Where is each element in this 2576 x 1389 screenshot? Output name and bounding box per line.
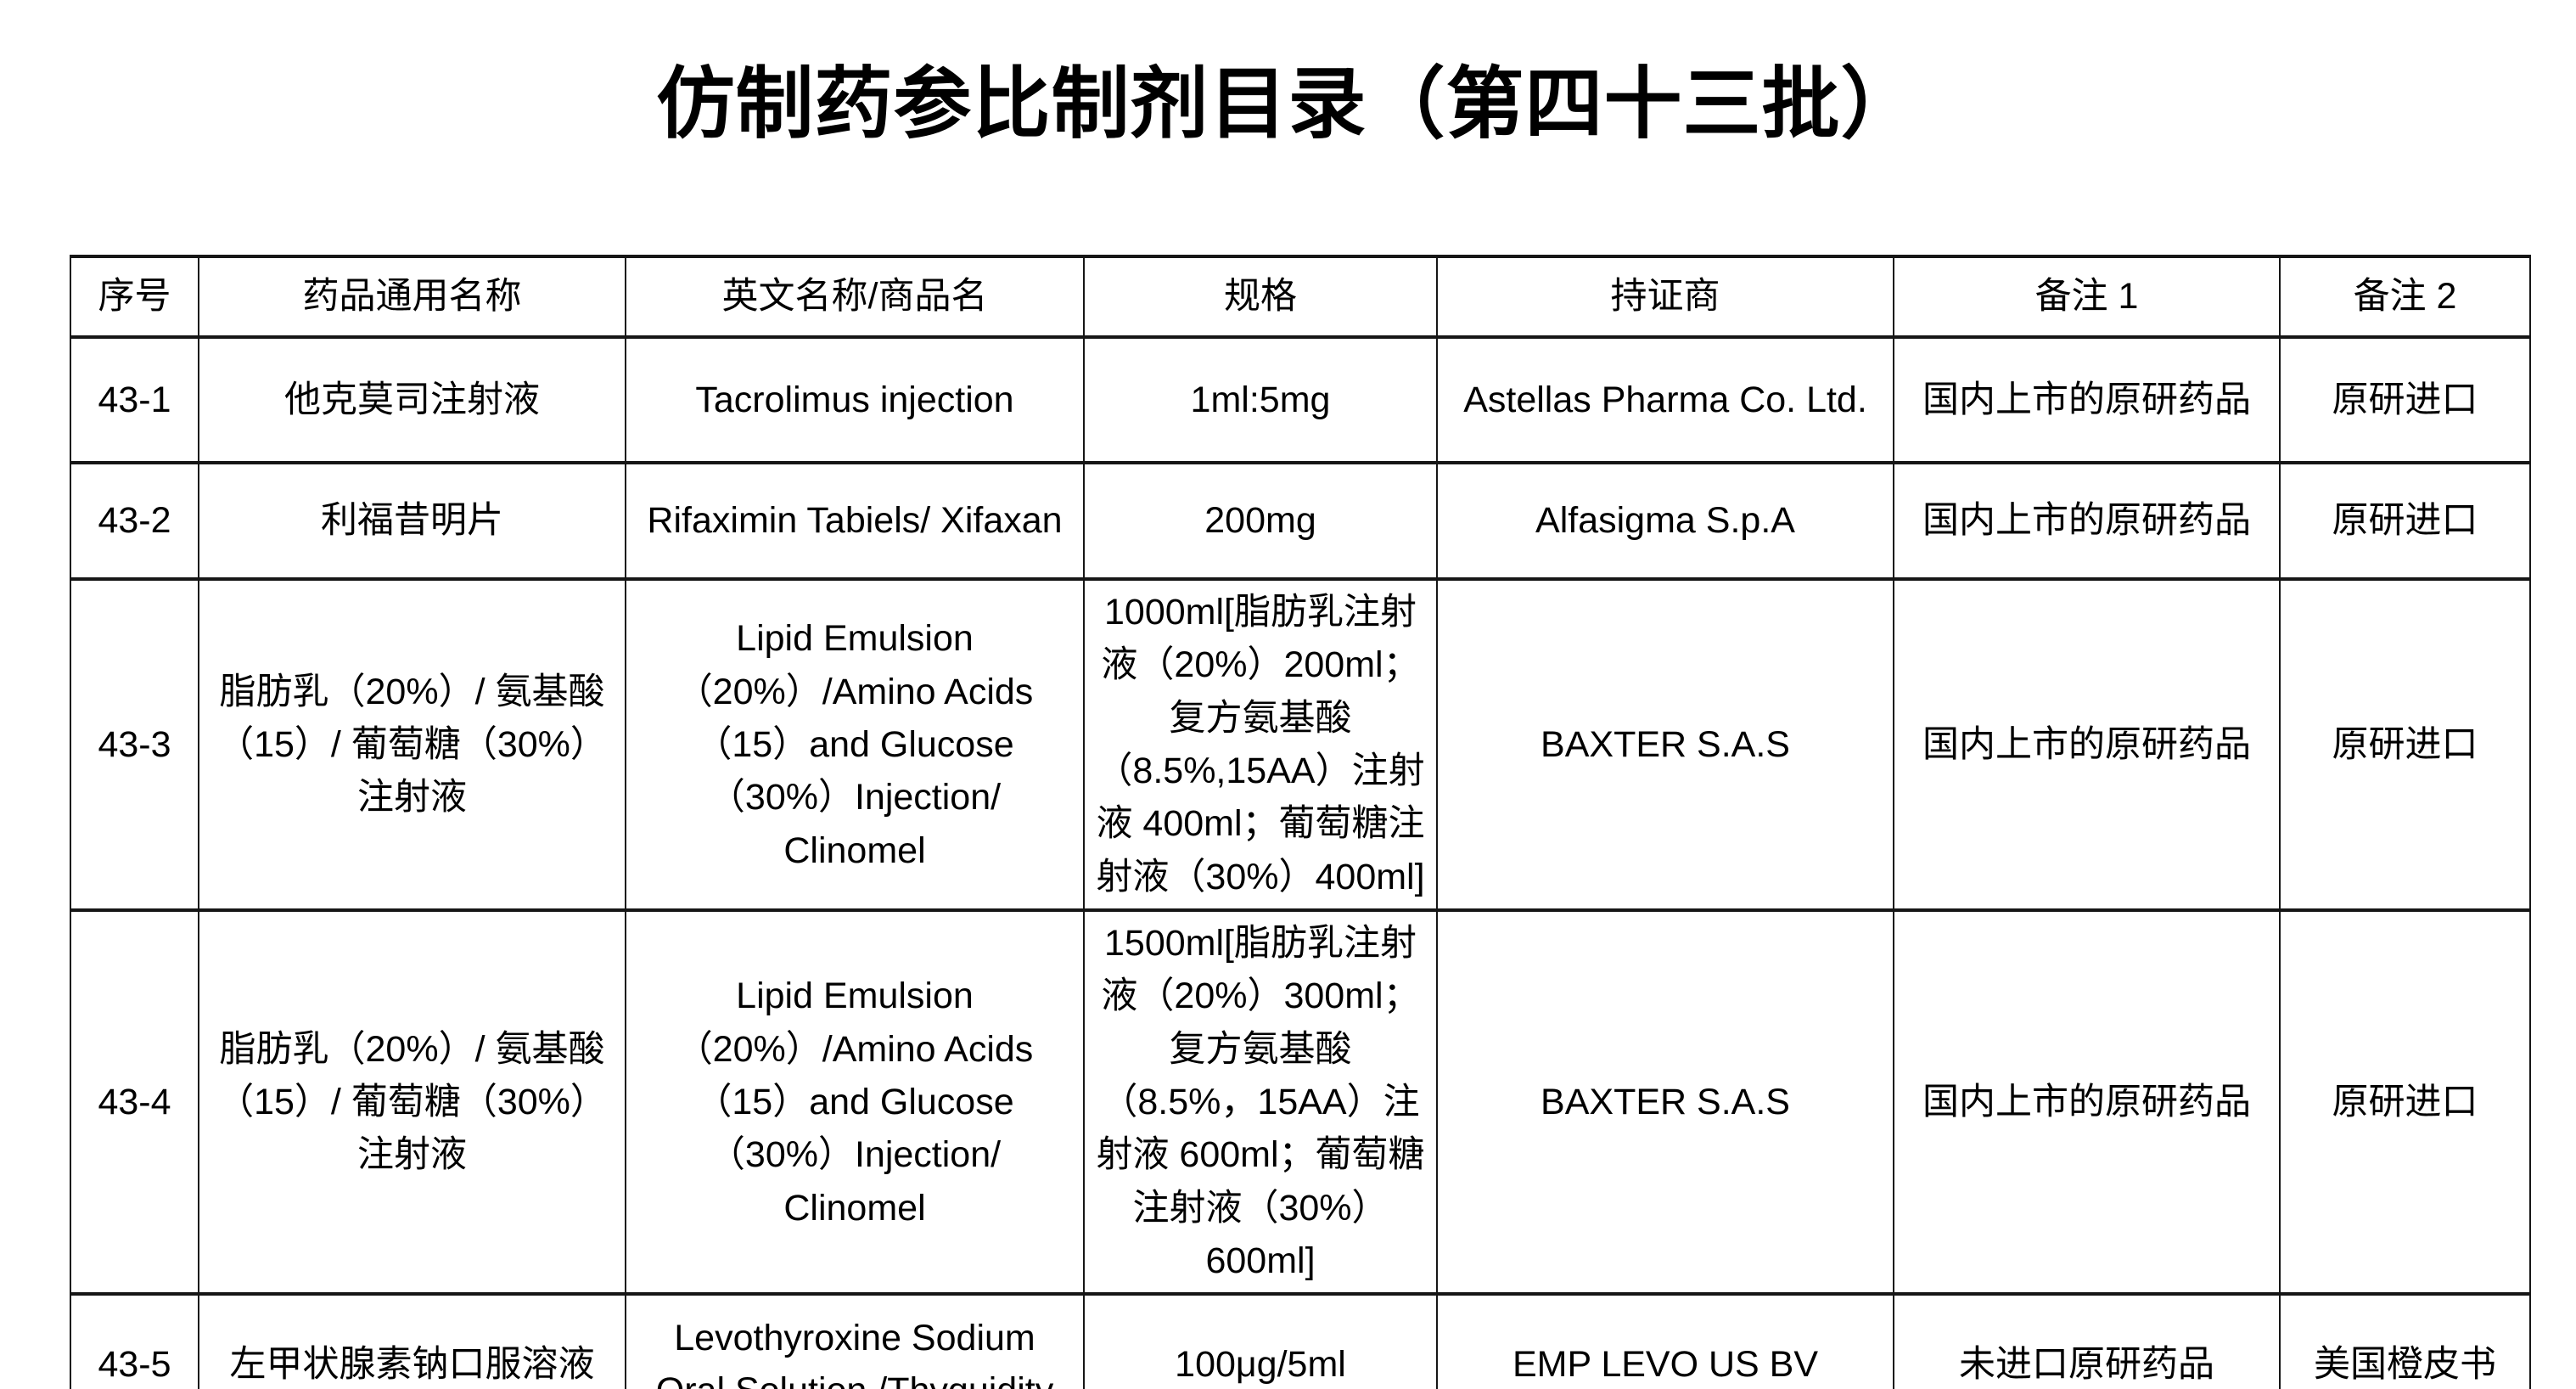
col-header-en-name: 英文名称/商品名 bbox=[625, 255, 1085, 339]
cell-holder: BAXTER S.A.S bbox=[1436, 908, 1894, 1296]
col-header-holder: 持证商 bbox=[1436, 255, 1894, 339]
cell-en-name: Lipid Emulsion（20%）/Amino Acids（15）and G… bbox=[625, 576, 1085, 913]
cell-en-name: Levothyroxine Sodium Oral Solution /Thyq… bbox=[625, 1292, 1085, 1389]
table-row: 43-4 脂肪乳（20%）/ 氨基酸（15）/ 葡萄糖（30%）注射液 Lipi… bbox=[70, 908, 2531, 1296]
cell-note2: 原研进口 bbox=[2279, 461, 2531, 581]
cell-cn-name: 利福昔明片 bbox=[198, 461, 626, 581]
cell-serial: 43-4 bbox=[70, 908, 199, 1296]
cell-note2: 原研进口 bbox=[2279, 335, 2531, 464]
col-header-note1: 备注 1 bbox=[1893, 255, 2281, 339]
table-row: 43-2 利福昔明片 Rifaximin Tabiels/ Xifaxan 20… bbox=[70, 461, 2531, 581]
cell-note1: 国内上市的原研药品 bbox=[1893, 908, 2281, 1296]
table-row: 43-1 他克莫司注射液 Tacrolimus injection 1ml:5m… bbox=[70, 335, 2531, 464]
cell-spec: 1500ml[脂肪乳注射液（20%）300ml；复方氨基酸（8.5%，15AA）… bbox=[1083, 908, 1438, 1296]
cell-serial: 43-3 bbox=[70, 576, 199, 913]
cell-cn-name: 他克莫司注射液 bbox=[198, 335, 626, 464]
cell-cn-name: 脂肪乳（20%）/ 氨基酸（15）/ 葡萄糖（30%）注射液 bbox=[198, 576, 626, 913]
table-header-row: 序号 药品通用名称 英文名称/商品名 规格 持证商 备注 1 备注 2 bbox=[70, 255, 2531, 339]
cell-cn-name: 左甲状腺素钠口服溶液 bbox=[198, 1292, 626, 1389]
col-header-spec: 规格 bbox=[1083, 255, 1438, 339]
cell-note1: 国内上市的原研药品 bbox=[1893, 335, 2281, 464]
col-header-cn-name: 药品通用名称 bbox=[198, 255, 626, 339]
cell-holder: EMP LEVO US BV bbox=[1436, 1292, 1894, 1389]
cell-spec: 1ml:5mg bbox=[1083, 335, 1438, 464]
cell-note1: 未进口原研药品 bbox=[1893, 1292, 2281, 1389]
cell-spec: 200mg bbox=[1083, 461, 1438, 581]
cell-cn-name: 脂肪乳（20%）/ 氨基酸（15）/ 葡萄糖（30%）注射液 bbox=[198, 908, 626, 1296]
cell-en-name: Lipid Emulsion（20%）/Amino Acids（15）and G… bbox=[625, 908, 1085, 1296]
cell-note1: 国内上市的原研药品 bbox=[1893, 461, 2281, 581]
cell-serial: 43-5 bbox=[70, 1292, 199, 1389]
cell-note2: 美国橙皮书 bbox=[2279, 1292, 2531, 1389]
cell-note2: 原研进口 bbox=[2279, 908, 2531, 1296]
col-header-note2: 备注 2 bbox=[2279, 255, 2531, 339]
cell-en-name: Rifaximin Tabiels/ Xifaxan bbox=[625, 461, 1085, 581]
cell-spec: 100μg/5ml bbox=[1083, 1292, 1438, 1389]
page-title: 仿制药参比制剂目录（第四十三批） bbox=[656, 61, 1920, 148]
cell-holder: Alfasigma S.p.A bbox=[1436, 461, 1894, 581]
col-header-serial: 序号 bbox=[70, 255, 199, 339]
table-row: 43-3 脂肪乳（20%）/ 氨基酸（15）/ 葡萄糖（30%）注射液 Lipi… bbox=[70, 576, 2531, 913]
cell-serial: 43-1 bbox=[70, 335, 199, 464]
cell-en-name: Tacrolimus injection bbox=[625, 335, 1085, 464]
reference-preparation-table: 序号 药品通用名称 英文名称/商品名 规格 持证商 备注 1 备注 2 43-1… bbox=[70, 255, 2531, 1389]
cell-note1: 国内上市的原研药品 bbox=[1893, 576, 2281, 913]
cell-spec: 1000ml[脂肪乳注射液（20%）200ml；复方氨基酸（8.5%,15AA）… bbox=[1083, 576, 1438, 913]
cell-note2: 原研进口 bbox=[2279, 576, 2531, 913]
cell-holder: Astellas Pharma Co. Ltd. bbox=[1436, 335, 1894, 464]
cell-holder: BAXTER S.A.S bbox=[1436, 576, 1894, 913]
table-row: 43-5 左甲状腺素钠口服溶液 Levothyroxine Sodium Ora… bbox=[70, 1292, 2531, 1389]
cell-serial: 43-2 bbox=[70, 461, 199, 581]
